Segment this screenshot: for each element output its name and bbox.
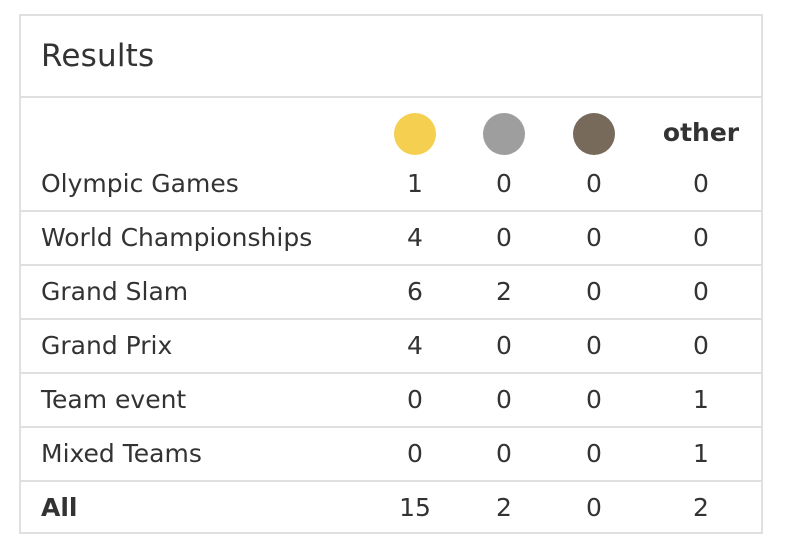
bronze-count: 0 xyxy=(586,223,602,252)
results-title: Results xyxy=(41,38,155,74)
silver-count: 2 xyxy=(496,277,512,306)
gold-medal-icon xyxy=(394,113,436,155)
row-name: Grand Slam xyxy=(41,277,189,306)
table-row: World Championships 4 0 0 0 xyxy=(21,212,761,266)
other-column-header: other xyxy=(662,118,740,147)
other-count: 0 xyxy=(693,169,709,198)
gold-count: 0 xyxy=(407,439,423,468)
table-row: Mixed Teams 0 0 0 1 xyxy=(21,428,761,482)
row-name: World Championships xyxy=(41,223,313,252)
silver-count: 0 xyxy=(496,385,512,414)
gold-count: 6 xyxy=(407,277,423,306)
table-row: Olympic Games 1 0 0 0 xyxy=(21,158,761,212)
silver-count: 0 xyxy=(496,331,512,360)
silver-total: 2 xyxy=(496,493,512,522)
gold-count: 0 xyxy=(407,385,423,414)
row-name: Mixed Teams xyxy=(41,439,202,468)
other-total: 2 xyxy=(693,493,709,522)
bronze-count: 0 xyxy=(586,385,602,414)
gold-count: 4 xyxy=(407,223,423,252)
gold-count: 1 xyxy=(407,169,423,198)
other-count: 0 xyxy=(693,331,709,360)
other-count: 1 xyxy=(693,385,709,414)
row-name: Olympic Games xyxy=(41,169,239,198)
table-row: Grand Prix 4 0 0 0 xyxy=(21,320,761,374)
other-count: 1 xyxy=(693,439,709,468)
gold-count: 4 xyxy=(407,331,423,360)
row-name: Team event xyxy=(41,385,187,414)
row-name: Grand Prix xyxy=(41,331,173,360)
bronze-count: 0 xyxy=(586,277,602,306)
other-count: 0 xyxy=(693,277,709,306)
table-row: Grand Slam 6 2 0 0 xyxy=(21,266,761,320)
gold-total: 15 xyxy=(399,493,431,522)
silver-medal-icon xyxy=(483,113,525,155)
bronze-count: 0 xyxy=(586,439,602,468)
card-header: Results xyxy=(21,16,761,98)
results-card: Results other Olympic Games 1 0 0 0 Worl… xyxy=(19,14,763,534)
total-row: All 15 2 0 2 xyxy=(21,482,761,536)
bronze-total: 0 xyxy=(586,493,602,522)
silver-count: 0 xyxy=(496,439,512,468)
silver-count: 0 xyxy=(496,169,512,198)
bronze-count: 0 xyxy=(586,169,602,198)
bronze-count: 0 xyxy=(586,331,602,360)
total-label: All xyxy=(41,493,78,522)
bronze-medal-icon xyxy=(573,113,615,155)
medal-header-row: other xyxy=(21,112,761,158)
other-count: 0 xyxy=(693,223,709,252)
table-row: Team event 0 0 0 1 xyxy=(21,374,761,428)
silver-count: 0 xyxy=(496,223,512,252)
